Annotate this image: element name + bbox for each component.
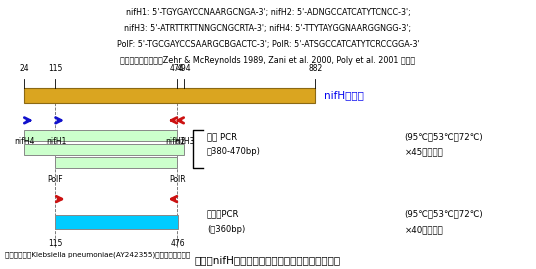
Bar xyxy=(55,215,177,229)
Text: nifH3: 5'-ATRTTRTTNNGCNGCRTA-3'; nifH4: 5'-TTYTAYGGNAARGGNGG-3';: nifH3: 5'-ATRTTRTTNNGCNGCRTA-3'; nifH4: … xyxy=(124,24,412,33)
Text: nifH3: nifH3 xyxy=(175,137,195,146)
Text: 115: 115 xyxy=(48,64,62,73)
Text: PolF: 5'-TGCGAYCCSAARGCBGACTC-3'; PolR: 5'-ATSGCCATCATYTCRCCGGA-3': PolF: 5'-TGCGAYCCSAARGCBGACTC-3'; PolR: … xyxy=(117,40,419,49)
Bar xyxy=(24,88,316,103)
Text: （プライマー配列はZehr & McReynolds 1989, Zani et al. 2000, Poly et al. 2001 より）: （プライマー配列はZehr & McReynolds 1989, Zani et… xyxy=(121,56,415,65)
Text: (95℃－53℃－72℃): (95℃－53℃－72℃) xyxy=(405,209,483,218)
Text: nifH1: 5'-TGYGAYCCNAARGCNGA-3'; nifH2: 5'-ADNGCCATCATYTCNCC-3';: nifH1: 5'-TGYGAYCCNAARGCNGA-3'; nifH2: 5… xyxy=(125,8,411,17)
Text: 図中の数字はKlebsiella pneumoniae(AY242355)の塩基配列による: 図中の数字はKlebsiella pneumoniae(AY242355)の塩基… xyxy=(5,251,191,257)
Text: PolR: PolR xyxy=(169,175,186,184)
Text: ×45サイクル: ×45サイクル xyxy=(405,147,443,157)
Text: ×40サイクル: ×40サイクル xyxy=(405,225,443,235)
Text: nifH4: nifH4 xyxy=(14,137,34,146)
Text: (絍360bp): (絍360bp) xyxy=(207,225,245,235)
Text: 24: 24 xyxy=(19,64,29,73)
Bar xyxy=(24,130,177,141)
Text: 474: 474 xyxy=(170,64,184,73)
Text: nifH2: nifH2 xyxy=(166,137,186,146)
Text: 初回 PCR: 初回 PCR xyxy=(207,133,237,142)
Text: 図１　nifH遅伝子の増幅手順とプライマーの配列: 図１ nifH遅伝子の増幅手順とプライマーの配列 xyxy=(195,255,341,265)
Text: (95℃－53℃－72℃): (95℃－53℃－72℃) xyxy=(405,133,483,142)
Text: 882: 882 xyxy=(308,64,323,73)
Text: nifH遅伝子: nifH遅伝子 xyxy=(324,90,363,101)
Text: nifH1: nifH1 xyxy=(46,137,66,146)
Text: 第２回PCR: 第２回PCR xyxy=(207,209,240,218)
Text: 115: 115 xyxy=(48,239,62,248)
Text: 476: 476 xyxy=(170,239,185,248)
Bar xyxy=(24,144,184,155)
Text: PolF: PolF xyxy=(47,175,63,184)
Bar xyxy=(55,157,177,168)
Text: 494: 494 xyxy=(176,64,191,73)
Text: 絍380-470bp): 絍380-470bp) xyxy=(207,147,260,157)
